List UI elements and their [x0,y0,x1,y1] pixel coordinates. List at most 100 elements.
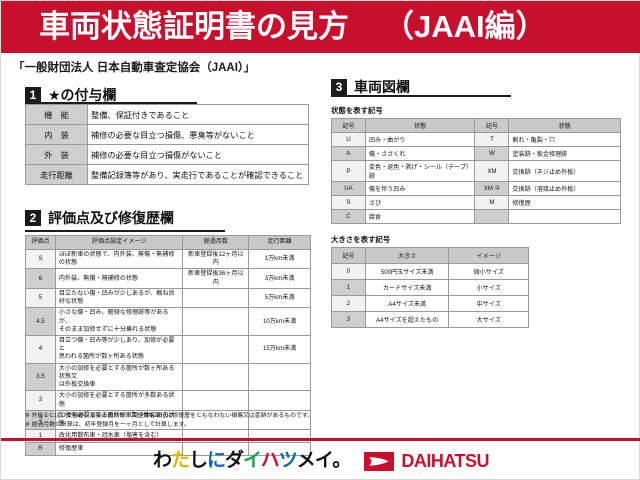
mileage [248,409,311,431]
grade-image-description: 目立たない傷・凹みが少しあるが、概ね良好な状態 [54,287,184,309]
column-header: 大きさ [364,247,450,264]
star-row-description: 整備、保証付きであること [87,104,309,125]
table-row: 機 能整備、保証付きであること [25,104,309,125]
table-row: S さび M 修復歴 [331,195,621,210]
mileage: 10万km未満 [248,307,311,336]
brand-slogan: わたしにダイハツメイ。 [152,450,351,471]
state-description-left: さび [364,195,476,210]
brand-wordmark: DAIHATSU [401,451,490,471]
elapsed-months [182,287,250,309]
grade-point: 4.5 [25,307,56,336]
state-symbols-table: 記号 状態 記号 状態 U 凹み・曲がり T 割れ・亀裂・穴 A 傷・ささくれ W 塗装跡・板金修理… [331,118,621,224]
section-number-badge: 2 [25,210,41,226]
state-description-right: 修復歴 [508,195,621,210]
section-rule-grade [25,230,225,232]
elapsed-months [182,307,250,336]
section-title: ★の付与欄 [48,87,117,103]
note-line: ※ 外板②とは、交換跡（溶接止め外板）及び骨格部位に修復歴をともなわない損傷又は… [25,413,314,419]
state-symbol-right: XM ② [474,181,510,196]
mileage: 1万km未満 [248,248,311,270]
size-image-label: 中サイズ [448,295,529,312]
size-image-label: 小サイズ [448,279,529,296]
table-row: U 凹み・曲がり T 割れ・亀裂・穴 [331,132,621,147]
grade-point: S [25,248,56,270]
size-symbol: 1 [331,279,366,296]
star-row-label: 機 能 [25,104,88,125]
state-description-left: 変色・退色・剥げ・シール（テープ）跡 [364,160,476,182]
state-symbol-right: W [474,146,510,161]
slogan-character: わ [152,450,172,471]
table-row: 2 A4サイズ未満 中サイズ [331,295,529,312]
page-title-sub: （JAAI編） [383,9,547,44]
table-row: P 変色・退色・剥げ・シール（テープ）跡 XM 交換跡（ネジ止め外板） [331,160,621,182]
column-header: 状態 [508,118,621,133]
state-description-left: 傷を伴う凹み [364,181,476,196]
page-title: 車両状態証明書の見方 （JAAI編） [39,4,547,50]
slogan-character: し [189,450,208,471]
table-header-row: 記号 大きさ イメージ [331,247,529,264]
column-header: 記号 [474,118,510,133]
table-row: 2 加修を必要とする箇所が車両全体にある状態 [25,409,311,431]
section-heading-star: 1 ★の付与欄 [25,87,117,103]
grade-history-table: 評価点 評価点設定イメージ 経過月数 走行距離 S ほぼ新車の状態で、内外装、無傷・無補… [25,235,311,457]
size-symbol: 3 [331,311,366,328]
slogan-character: に [207,450,226,471]
table-row: UA 傷を伴う凹み XM ② 交換跡（溶接止め外板） [331,181,621,196]
grade-point: 5 [25,287,56,309]
state-symbol-right: T [474,132,510,147]
column-header: 走行距離 [248,235,311,250]
star-row-label: 外 装 [25,144,88,165]
grade-point: 2 [25,409,56,431]
state-description-left: 凹み・曲がり [364,132,476,147]
table-header-row: 評価点 評価点設定イメージ 経過月数 走行距離 [25,235,311,250]
table-row: 3 大小の加修を必要とする箇所が多数ある状態 [25,390,311,411]
header-band: 車両状態証明書の見方 （JAAI編） [1,1,640,53]
star-row-description: 補修の必要な目立つ損傷がないこと [87,144,309,165]
state-symbol-left: A [331,146,366,161]
column-header: イメージ [448,247,529,264]
state-symbol-right [474,209,510,224]
grade-image-description: 大小の加修を必要とする箇所が多数ある状態 [54,390,184,411]
slogan-character: ツ [278,450,298,471]
slogan-character: ダ [225,450,244,471]
state-symbol-right: M [474,195,510,210]
daihatsu-d-mark-icon [364,451,395,471]
slogan-character: メ [296,450,316,471]
grade-point: 4 [25,334,56,364]
size-description: A4サイズ未満 [364,295,450,312]
state-symbol-left: C [331,209,366,224]
mileage: 3万km未満 [248,268,311,289]
grade-point: 3.5 [25,362,56,392]
table-row: 走行距離 整備記録簿等があり、実走行であることが確認できること [25,164,309,185]
note-line: ※ 経過月数の計算は、初年登録月を一ヶ月として計算します。 [25,422,190,429]
elapsed-months [182,334,250,364]
mileage [248,362,311,392]
size-image-label: 微小サイズ [448,263,529,280]
state-description-right: 割れ・亀裂・穴 [508,132,621,147]
table-row: S ほぼ新車の状態で、内外装、無傷・無補修の状態 新車登録後12ヶ月以内 1万km未満 [25,248,311,270]
table-row: 0 500円玉サイズ未満 微小サイズ [331,263,529,280]
slogan-character: イ [314,450,334,471]
star-row-label: 走行距離 [25,164,88,185]
mileage [248,390,311,411]
star-row-description: 補修の必要な目立つ損傷、悪臭等がないこと [87,124,309,145]
table-row: 5 目立たない傷・凹みが少しあるが、概ね良好な状態 5万km未満 [25,287,311,309]
page-title-main: 車両状態証明書の見方 [39,9,349,44]
size-symbol: 0 [331,263,366,280]
state-description-right: 交換跡（ネジ止め外板） [508,160,621,182]
table-row: 4.5 小さな傷・凹み、軽微な修理跡等があるが、 そのまま加修せずに十分乗れる状態 1… [25,307,311,336]
state-description-right: 塗装跡・板金修理跡 [508,146,621,161]
size-description: 500円玉サイズ未満 [364,263,450,280]
grade-point: 6 [25,268,56,289]
grade-image-description: ほぼ新車の状態で、内外装、無傷・無補修の状態 [54,248,184,270]
star-row-description: 整備記録簿等があり、実走行であることが確認できること [87,164,309,185]
section-title: 評価点及び修復歴欄 [48,210,174,226]
size-description: A4サイズを超えたもの [364,311,450,328]
mileage [248,442,311,457]
elapsed-months [182,362,250,392]
column-header: 評価点設定イメージ [54,235,184,250]
table-row: 6 内外装、無傷・無補修の状態 新車登録後36ヶ月以内 3万km未満 [25,268,311,289]
footer-divider [1,438,640,441]
state-symbol-left: U [331,132,366,147]
